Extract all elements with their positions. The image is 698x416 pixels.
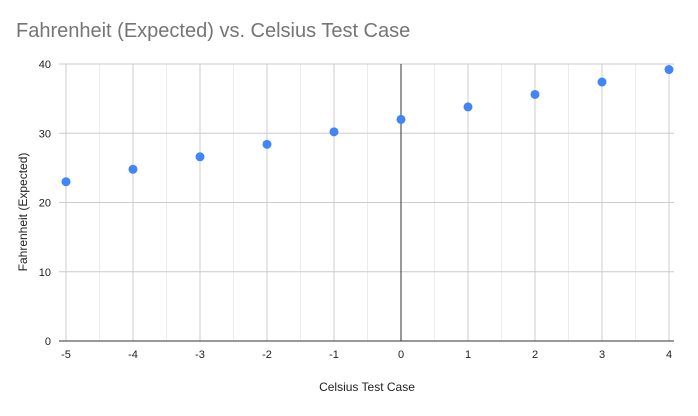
data-point — [597, 77, 607, 87]
data-point — [195, 152, 205, 162]
y-tick-labels: 0 10 20 30 40 — [39, 59, 51, 348]
y-tick-label: 40 — [39, 59, 51, 71]
x-axis-label: Celsius Test Case — [319, 380, 415, 394]
x-tick-label: -4 — [128, 349, 138, 361]
x-tick-label: 1 — [465, 349, 471, 361]
y-tick-label: 10 — [39, 267, 51, 279]
y-tick-label: 20 — [39, 198, 51, 210]
x-tick-label: -2 — [262, 349, 272, 361]
axes — [59, 64, 674, 342]
data-point — [530, 89, 540, 99]
x-tick-label: 4 — [666, 349, 672, 361]
data-point — [329, 127, 339, 137]
y-axis-label: Fahrenheit (Expected) — [16, 153, 30, 272]
data-points — [61, 65, 674, 187]
x-tick-label: -5 — [61, 349, 71, 361]
chart-title: Fahrenheit (Expected) vs. Celsius Test C… — [16, 20, 411, 42]
data-point — [61, 177, 71, 187]
major-gridlines — [59, 63, 674, 341]
x-tick-label: -1 — [329, 349, 339, 361]
y-tick-label: 0 — [45, 336, 51, 348]
data-point — [396, 114, 406, 124]
y-tick-label: 30 — [39, 128, 51, 140]
x-tick-label: 3 — [599, 349, 605, 361]
x-tick-label: -3 — [195, 349, 205, 361]
data-point — [463, 102, 473, 112]
x-tick-label: 0 — [398, 349, 404, 361]
x-tick-label: 2 — [532, 349, 538, 361]
data-point — [128, 164, 138, 174]
x-tick-labels: -5 -4 -3 -2 -1 0 1 2 3 4 — [61, 349, 672, 361]
data-point — [262, 139, 272, 149]
data-point — [664, 65, 674, 75]
